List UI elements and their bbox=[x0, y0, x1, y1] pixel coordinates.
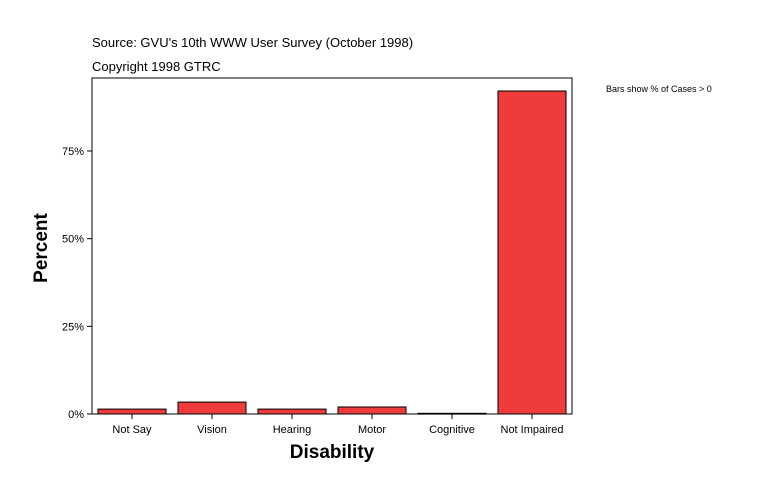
bar-hearing bbox=[257, 408, 327, 415]
x-tick-label: Cognitive bbox=[429, 424, 475, 436]
chart-annotation: Bars show % of Cases > 0 bbox=[606, 84, 712, 94]
y-tick-label: 75% bbox=[62, 146, 84, 158]
chart-title: Source: GVU's 10th WWW User Survey (Octo… bbox=[92, 35, 413, 50]
bar-not-say bbox=[97, 408, 167, 415]
x-tick-label: Not Impaired bbox=[501, 424, 564, 436]
x-tick-label: Vision bbox=[197, 424, 227, 436]
bar-not-impaired bbox=[497, 90, 567, 415]
x-axis-label: Disability bbox=[290, 442, 375, 463]
chart-subtitle: Copyright 1998 GTRC bbox=[92, 59, 221, 74]
plot-area bbox=[91, 77, 573, 415]
y-axis-label: Percent bbox=[31, 212, 52, 282]
y-tick-label: 0% bbox=[68, 409, 84, 421]
bar-cognitive bbox=[417, 412, 487, 415]
bar-vision bbox=[177, 401, 247, 415]
y-tick-label: 25% bbox=[62, 321, 84, 333]
x-tick-label: Not Say bbox=[112, 424, 152, 436]
x-tick-label: Motor bbox=[358, 424, 386, 436]
y-tick-label: 50% bbox=[62, 234, 84, 246]
x-tick-label: Hearing bbox=[273, 424, 312, 436]
bar-motor bbox=[337, 406, 407, 415]
